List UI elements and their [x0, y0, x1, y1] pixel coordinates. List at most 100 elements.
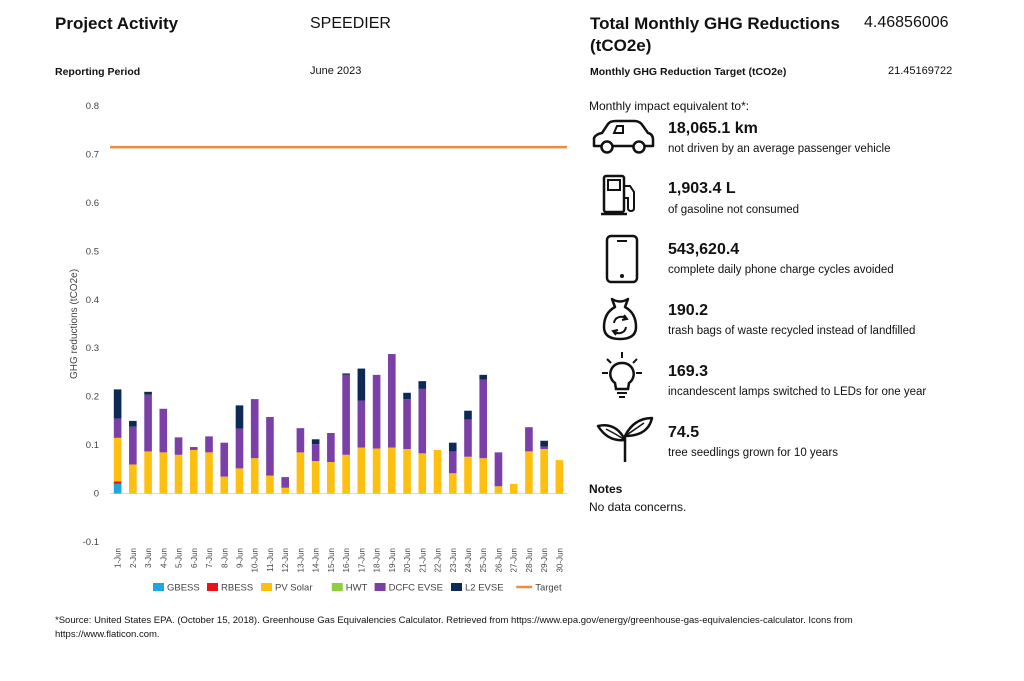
bar-pv-solar [189, 449, 198, 494]
equivalent-desc-trash-bags: trash bags of waste recycled instead of … [668, 325, 916, 337]
legend-label: HWT [346, 583, 368, 594]
equivalent-desc-lamps: incandescent lamps switched to LEDs for … [668, 386, 927, 398]
bar-pv-solar [220, 476, 229, 494]
ghg-target-value: 21.45169722 [888, 65, 953, 77]
ghg-reductions-chart: GHG reductions (tCO2e) 0.8 0.7 0.6 0.5 0.4 0.3… [69, 101, 567, 594]
x-tick-label: 20-Jun [403, 548, 412, 572]
bar-pv-solar [494, 486, 503, 494]
ghg-target-label: Monthly GHG Reduction Target (tCO2e) [590, 66, 787, 78]
bar-l2-evse [357, 368, 366, 401]
bar-pv-solar [296, 452, 305, 494]
bar-dcfc-evse [388, 354, 396, 448]
bar-dcfc-evse [144, 394, 152, 452]
x-tick-label: 14-Jun [312, 548, 321, 572]
x-tick-label: 5-Jun [175, 548, 184, 568]
bar-pv-solar [403, 448, 411, 494]
y-tick-label: 0.5 [86, 246, 99, 257]
bar-l2-evse [311, 439, 320, 445]
bar-pv-solar [418, 453, 427, 494]
y-axis-label: GHG reductions (tCO2e) [69, 269, 80, 379]
bar-l2-evse [342, 373, 350, 375]
legend-swatch-l2-evse [451, 583, 462, 591]
equivalent-value-car: 18,065.1 km [668, 120, 758, 137]
x-tick-label: 6-Jun [190, 548, 199, 568]
x-tick-label: 23-Jun [449, 548, 458, 572]
equivalent-value-lamps: 169.3 [668, 363, 709, 380]
x-tick-label: 30-Jun [555, 548, 564, 572]
equivalent-desc-seedlings: tree seedlings grown for 10 years [668, 447, 839, 459]
bar-dcfc-evse [189, 447, 198, 450]
bar-dcfc-evse [357, 400, 366, 448]
bar-dcfc-evse [464, 419, 472, 457]
bar-dcfc-evse [235, 428, 244, 469]
x-tick-label: 28-Jun [525, 548, 534, 572]
bar-dcfc-evse [327, 433, 335, 463]
bar-pv-solar [235, 468, 244, 494]
bar-dcfc-evse [113, 418, 122, 438]
legend-swatch-gbess [153, 583, 164, 591]
bar-gbess [113, 483, 122, 494]
x-tick-label: 8-Jun [220, 548, 229, 568]
x-tick-label: 12-Jun [281, 548, 290, 572]
bar-pv-solar [525, 451, 533, 494]
bar-dcfc-evse [311, 444, 320, 462]
bar-dcfc-evse [296, 428, 305, 453]
bar-pv-solar [311, 461, 320, 494]
bar-l2-evse [113, 389, 122, 419]
x-tick-label: 4-Jun [159, 548, 168, 568]
x-tick-label: 10-Jun [251, 548, 260, 572]
x-tick-label: 17-Jun [357, 548, 366, 572]
x-tick-label: 19-Jun [388, 548, 397, 572]
bar-pv-solar [357, 447, 366, 494]
bar-pv-solar [159, 452, 168, 494]
bar-pv-solar [433, 449, 442, 494]
bar-dcfc-evse [494, 452, 503, 487]
seedling-icon [596, 416, 654, 462]
gas-pump-icon [601, 174, 635, 216]
notes-label: Notes [589, 482, 623, 496]
bar-pv-solar [266, 475, 274, 494]
bar-pv-solar [129, 464, 137, 494]
equivalent-value-phone: 543,620.4 [668, 241, 740, 258]
source-footnote: *Source: United States EPA. (October 15,… [55, 615, 853, 640]
bar-pv-solar [388, 447, 396, 494]
x-tick-label: 3-Jun [144, 548, 153, 568]
x-tick-label: 2-Jun [129, 548, 138, 568]
bar-pv-solar [342, 454, 350, 494]
bar-rbess [113, 481, 122, 484]
total-ghg-reductions-value: 4.46856006 [864, 14, 949, 31]
bar-dcfc-evse [174, 437, 183, 455]
equivalent-desc-gasoline: of gasoline not consumed [668, 204, 800, 216]
x-tick-label: 11-Jun [266, 548, 275, 572]
x-tick-label: 7-Jun [205, 548, 214, 568]
bar-dcfc-evse [525, 427, 533, 452]
bar-dcfc-evse [342, 374, 350, 455]
y-tick-label: 0 [94, 489, 99, 500]
bar-dcfc-evse [281, 477, 289, 488]
impact-intro: Monthly impact equivalent to*: [589, 99, 750, 113]
y-tick-label: 0.7 [86, 149, 99, 160]
project-activity-label: Project Activity [55, 14, 179, 33]
legend-swatch-pv-solar [261, 583, 272, 591]
bar-pv-solar [464, 456, 472, 494]
y-tick-label: 0.3 [86, 343, 99, 354]
legend-swatch-hwt [331, 583, 343, 591]
y-tick-label: -0.1 [83, 537, 99, 548]
reporting-period-label: Reporting Period [55, 66, 141, 78]
bar-l2-evse [540, 440, 548, 447]
total-ghg-reductions-label: Total Monthly GHG Reductions (tCO2e) [590, 14, 840, 55]
x-tick-label: 1-Jun [114, 548, 123, 568]
recycle-bag-icon [602, 297, 638, 341]
x-tick-label: 25-Jun [479, 548, 488, 572]
bar-l2-evse [235, 405, 244, 429]
equivalent-value-seedlings: 74.5 [668, 424, 700, 441]
bar-l2-evse [464, 410, 472, 420]
reporting-period-value: June 2023 [310, 65, 362, 77]
bar-pv-solar [509, 483, 518, 494]
bar-l2-evse [479, 374, 488, 380]
bar-pv-solar [479, 458, 488, 494]
x-tick-label: 9-Jun [235, 548, 244, 568]
bar-dcfc-evse [479, 379, 488, 459]
bar-pv-solar [281, 487, 289, 494]
equivalent-value-trash-bags: 190.2 [668, 302, 709, 319]
